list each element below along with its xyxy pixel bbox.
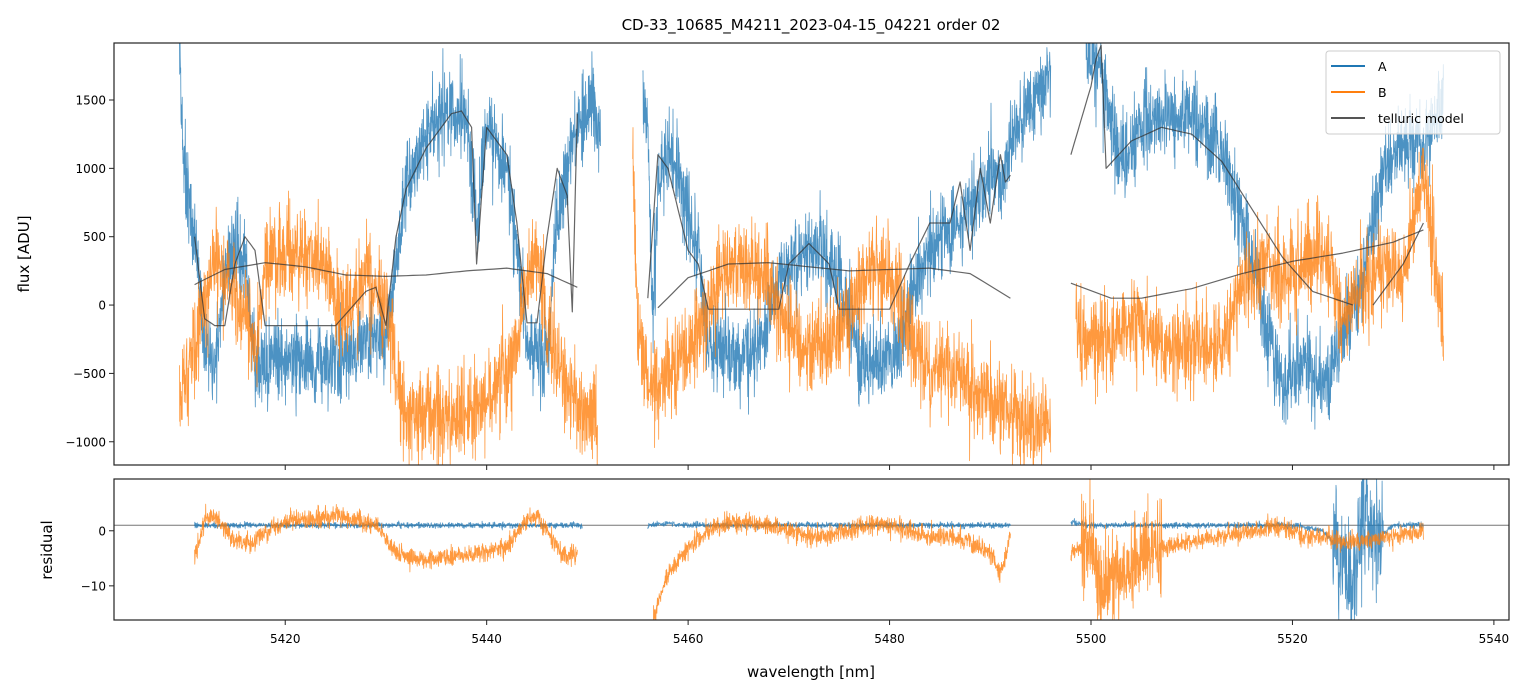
flux-y-tick-label: 1000 — [75, 162, 106, 176]
x-tick-label: 5520 — [1277, 632, 1308, 646]
flux-series-a-segment-2 — [1085, 43, 1444, 430]
flux-y-tick-label: −1000 — [65, 435, 106, 449]
x-tick-label: 5460 — [673, 632, 704, 646]
residual-series-a-segment-0 — [194, 520, 583, 531]
flux-y-tick-label: 500 — [83, 230, 106, 244]
flux-series-telluric-model-segment-5 — [657, 262, 1011, 309]
flux-y-tick-label: 0 — [98, 299, 106, 313]
residual-y-tick-label: −10 — [81, 579, 106, 593]
flux-series-a-segment-0 — [179, 43, 601, 417]
legend-box — [1325, 50, 1501, 135]
residual-y-axis-label: residual — [38, 520, 56, 579]
legend-label-telluric-model: telluric model — [1378, 111, 1464, 126]
flux-axes-frame — [113, 42, 1510, 466]
x-tick-label: 5440 — [471, 632, 502, 646]
flux-series-telluric-model-segment-4 — [194, 262, 578, 288]
legend-label-a: A — [1378, 59, 1387, 74]
flux-y-tick-label: −500 — [73, 367, 106, 381]
chart-title: CD-33_10685_M4211_2023-04-15_04221 order… — [622, 16, 1001, 35]
flux-y-tick-label: 1500 — [75, 94, 106, 108]
legend-label-b: B — [1378, 85, 1387, 100]
x-tick-label: 5500 — [1076, 632, 1107, 646]
residual-plot-area — [114, 479, 1509, 620]
x-tick-label: 5540 — [1479, 632, 1510, 646]
flux-plot-area — [179, 43, 1444, 465]
residual-series-b-segment-1 — [653, 510, 1011, 620]
flux-series-b-segment-1 — [632, 127, 1052, 465]
axis-ticks: 5420 5440 5460 5480 5500 5520 5540 1500 1000 500 0… — [65, 94, 1509, 646]
residual-series-b-segment-2 — [1070, 479, 1424, 620]
flux-y-axis-label: flux [ADU] — [15, 215, 33, 292]
flux-series-telluric-model-segment-1 — [647, 154, 1011, 310]
residual-axes-frame — [113, 478, 1510, 621]
x-tick-label: 5480 — [874, 632, 905, 646]
flux-series-telluric-model-segment-0 — [194, 110, 578, 327]
residual-series-b-segment-0 — [194, 503, 578, 573]
flux-series-b-segment-2 — [1075, 147, 1444, 405]
flux-series-telluric-model-segment-2 — [1070, 44, 1354, 306]
x-axis-label: wavelength [nm] — [747, 663, 875, 681]
flux-series-telluric-model-segment-6 — [1070, 229, 1424, 299]
residual-y-tick-label: 0 — [98, 524, 106, 538]
legend: A B telluric model — [1325, 50, 1501, 135]
flux-series-b-segment-0 — [179, 190, 598, 465]
x-tick-label: 5420 — [270, 632, 301, 646]
flux-series-telluric-model-segment-3 — [1372, 222, 1424, 306]
